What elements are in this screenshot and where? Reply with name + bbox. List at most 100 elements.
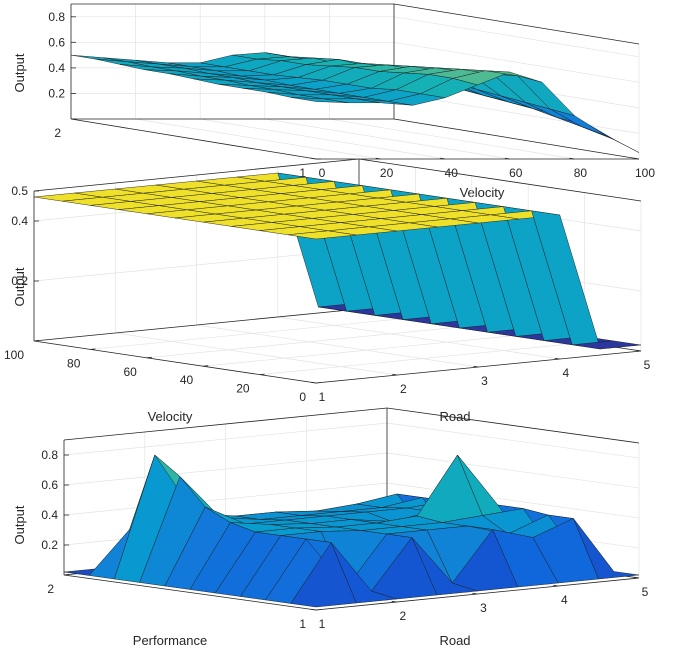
grid-line	[115, 332, 398, 376]
x-tick-label: 4	[562, 366, 569, 380]
x-tick-mark	[634, 157, 640, 160]
x-tick-label: 5	[642, 585, 649, 599]
grid-line	[264, 118, 510, 160]
y-axis-line	[70, 118, 317, 160]
x-tick-label: 60	[509, 166, 523, 180]
y-tick-mark	[90, 348, 96, 350]
subplot-3: 1 2 3 4 5 1 2 0.2 0.4 0.6 0.8 Road Performance Output	[12, 407, 649, 648]
y-tick-label: 80	[67, 356, 81, 370]
surface	[33, 172, 642, 350]
z-axis-label: Output	[12, 53, 27, 92]
grid-line	[200, 118, 446, 160]
z-tick-label: 0.2	[48, 86, 65, 100]
y-tick-label: 20	[236, 382, 250, 396]
z-tick-label: 0.4	[11, 214, 28, 228]
y-tick-label: 0	[299, 390, 306, 404]
y-tick-mark	[315, 382, 322, 384]
x-tick-label: 3	[481, 374, 488, 388]
x-tick-mark	[473, 365, 479, 368]
y-tick-label: 1	[299, 617, 306, 631]
z-tick-label: 0.8	[41, 448, 58, 462]
surface	[63, 454, 640, 608]
z-tick-label: 0.2	[11, 274, 28, 288]
x-axis-label: Road	[439, 409, 470, 424]
x-tick-label: 1	[319, 617, 326, 631]
grid-line	[63, 482, 388, 516]
grid-line	[63, 452, 388, 486]
axis-box-edge	[386, 407, 640, 444]
surface-facet	[573, 518, 640, 580]
x-tick-label: 0	[319, 166, 326, 180]
y-tick-mark	[33, 340, 40, 342]
y-tick-label: 100	[4, 348, 24, 362]
x-tick-mark	[636, 349, 642, 352]
grid-line	[146, 325, 472, 359]
grid-line	[259, 342, 585, 375]
z-tick-label: 0.6	[41, 478, 58, 492]
grid-line	[135, 118, 381, 160]
axis-box-edge	[63, 407, 388, 441]
grid-line	[393, 16, 640, 58]
grid-line	[393, 41, 640, 83]
x-tick-mark	[391, 600, 397, 603]
z-tick-label: 0.8	[48, 10, 65, 24]
y-tick-mark	[146, 356, 152, 359]
x-tick-label: 3	[480, 601, 487, 615]
x-tick-mark	[311, 157, 317, 160]
y-tick-mark	[63, 574, 70, 576]
x-tick-mark	[633, 576, 640, 579]
grid-line	[329, 118, 575, 160]
x-tick-label: 100	[635, 166, 655, 180]
z-axis-label: Output	[12, 267, 27, 306]
z-axis-label: Output	[12, 505, 27, 544]
y-tick-label: 60	[123, 365, 137, 379]
x-tick-mark	[504, 157, 510, 160]
y-axis-line	[63, 574, 317, 611]
x-tick-mark	[553, 584, 559, 587]
x-tick-label: 2	[400, 382, 407, 396]
y-tick-mark	[315, 609, 322, 611]
z-tick-label: 0.5	[11, 184, 28, 198]
axis-box-edge	[33, 308, 360, 342]
z-tick-label: 0.6	[48, 35, 65, 49]
grid-line	[63, 422, 388, 456]
y-axis-line	[33, 340, 317, 384]
x-tick-label: 20	[380, 166, 394, 180]
subplot-1: 020406080100120.20.40.60.8VelocityPerfor…	[12, 3, 655, 200]
x-axis-label: Velocity	[460, 185, 505, 200]
axis-box-edge	[33, 158, 360, 192]
axis-box-edge	[358, 158, 642, 202]
grid-line	[386, 452, 640, 489]
x-tick-mark	[310, 608, 317, 611]
z-tick-label: 0.4	[41, 508, 58, 522]
grid-line	[90, 317, 416, 350]
x-tick-label: 4	[561, 593, 568, 607]
x-tick-mark	[554, 357, 560, 360]
x-tick-mark	[440, 157, 446, 160]
x-tick-label: 1	[319, 390, 326, 404]
y-tick-label: 2	[54, 126, 61, 140]
y-tick-mark	[259, 373, 265, 375]
y-axis-label: Performance	[133, 633, 207, 648]
surface-facet	[549, 108, 607, 137]
x-tick-mark	[472, 592, 478, 595]
y-tick-mark	[203, 365, 209, 367]
axis-box-edge	[393, 118, 640, 160]
x-tick-mark	[375, 157, 381, 160]
axis-box-edge	[393, 3, 640, 45]
x-tick-mark	[311, 381, 317, 384]
surface-facet	[70, 54, 129, 62]
x-tick-mark	[569, 157, 575, 160]
y-axis-label: Velocity	[148, 409, 193, 424]
surface-facet	[571, 340, 642, 350]
y-tick-label: 1	[299, 166, 306, 180]
x-axis-label: Road	[439, 633, 470, 648]
surface-facet	[581, 126, 640, 153]
y-tick-label: 2	[47, 582, 54, 596]
grid-line	[386, 422, 640, 459]
x-tick-label: 80	[574, 166, 588, 180]
x-tick-mark	[392, 373, 398, 376]
grid-line	[203, 333, 529, 367]
z-tick-label: 0.2	[41, 538, 58, 552]
